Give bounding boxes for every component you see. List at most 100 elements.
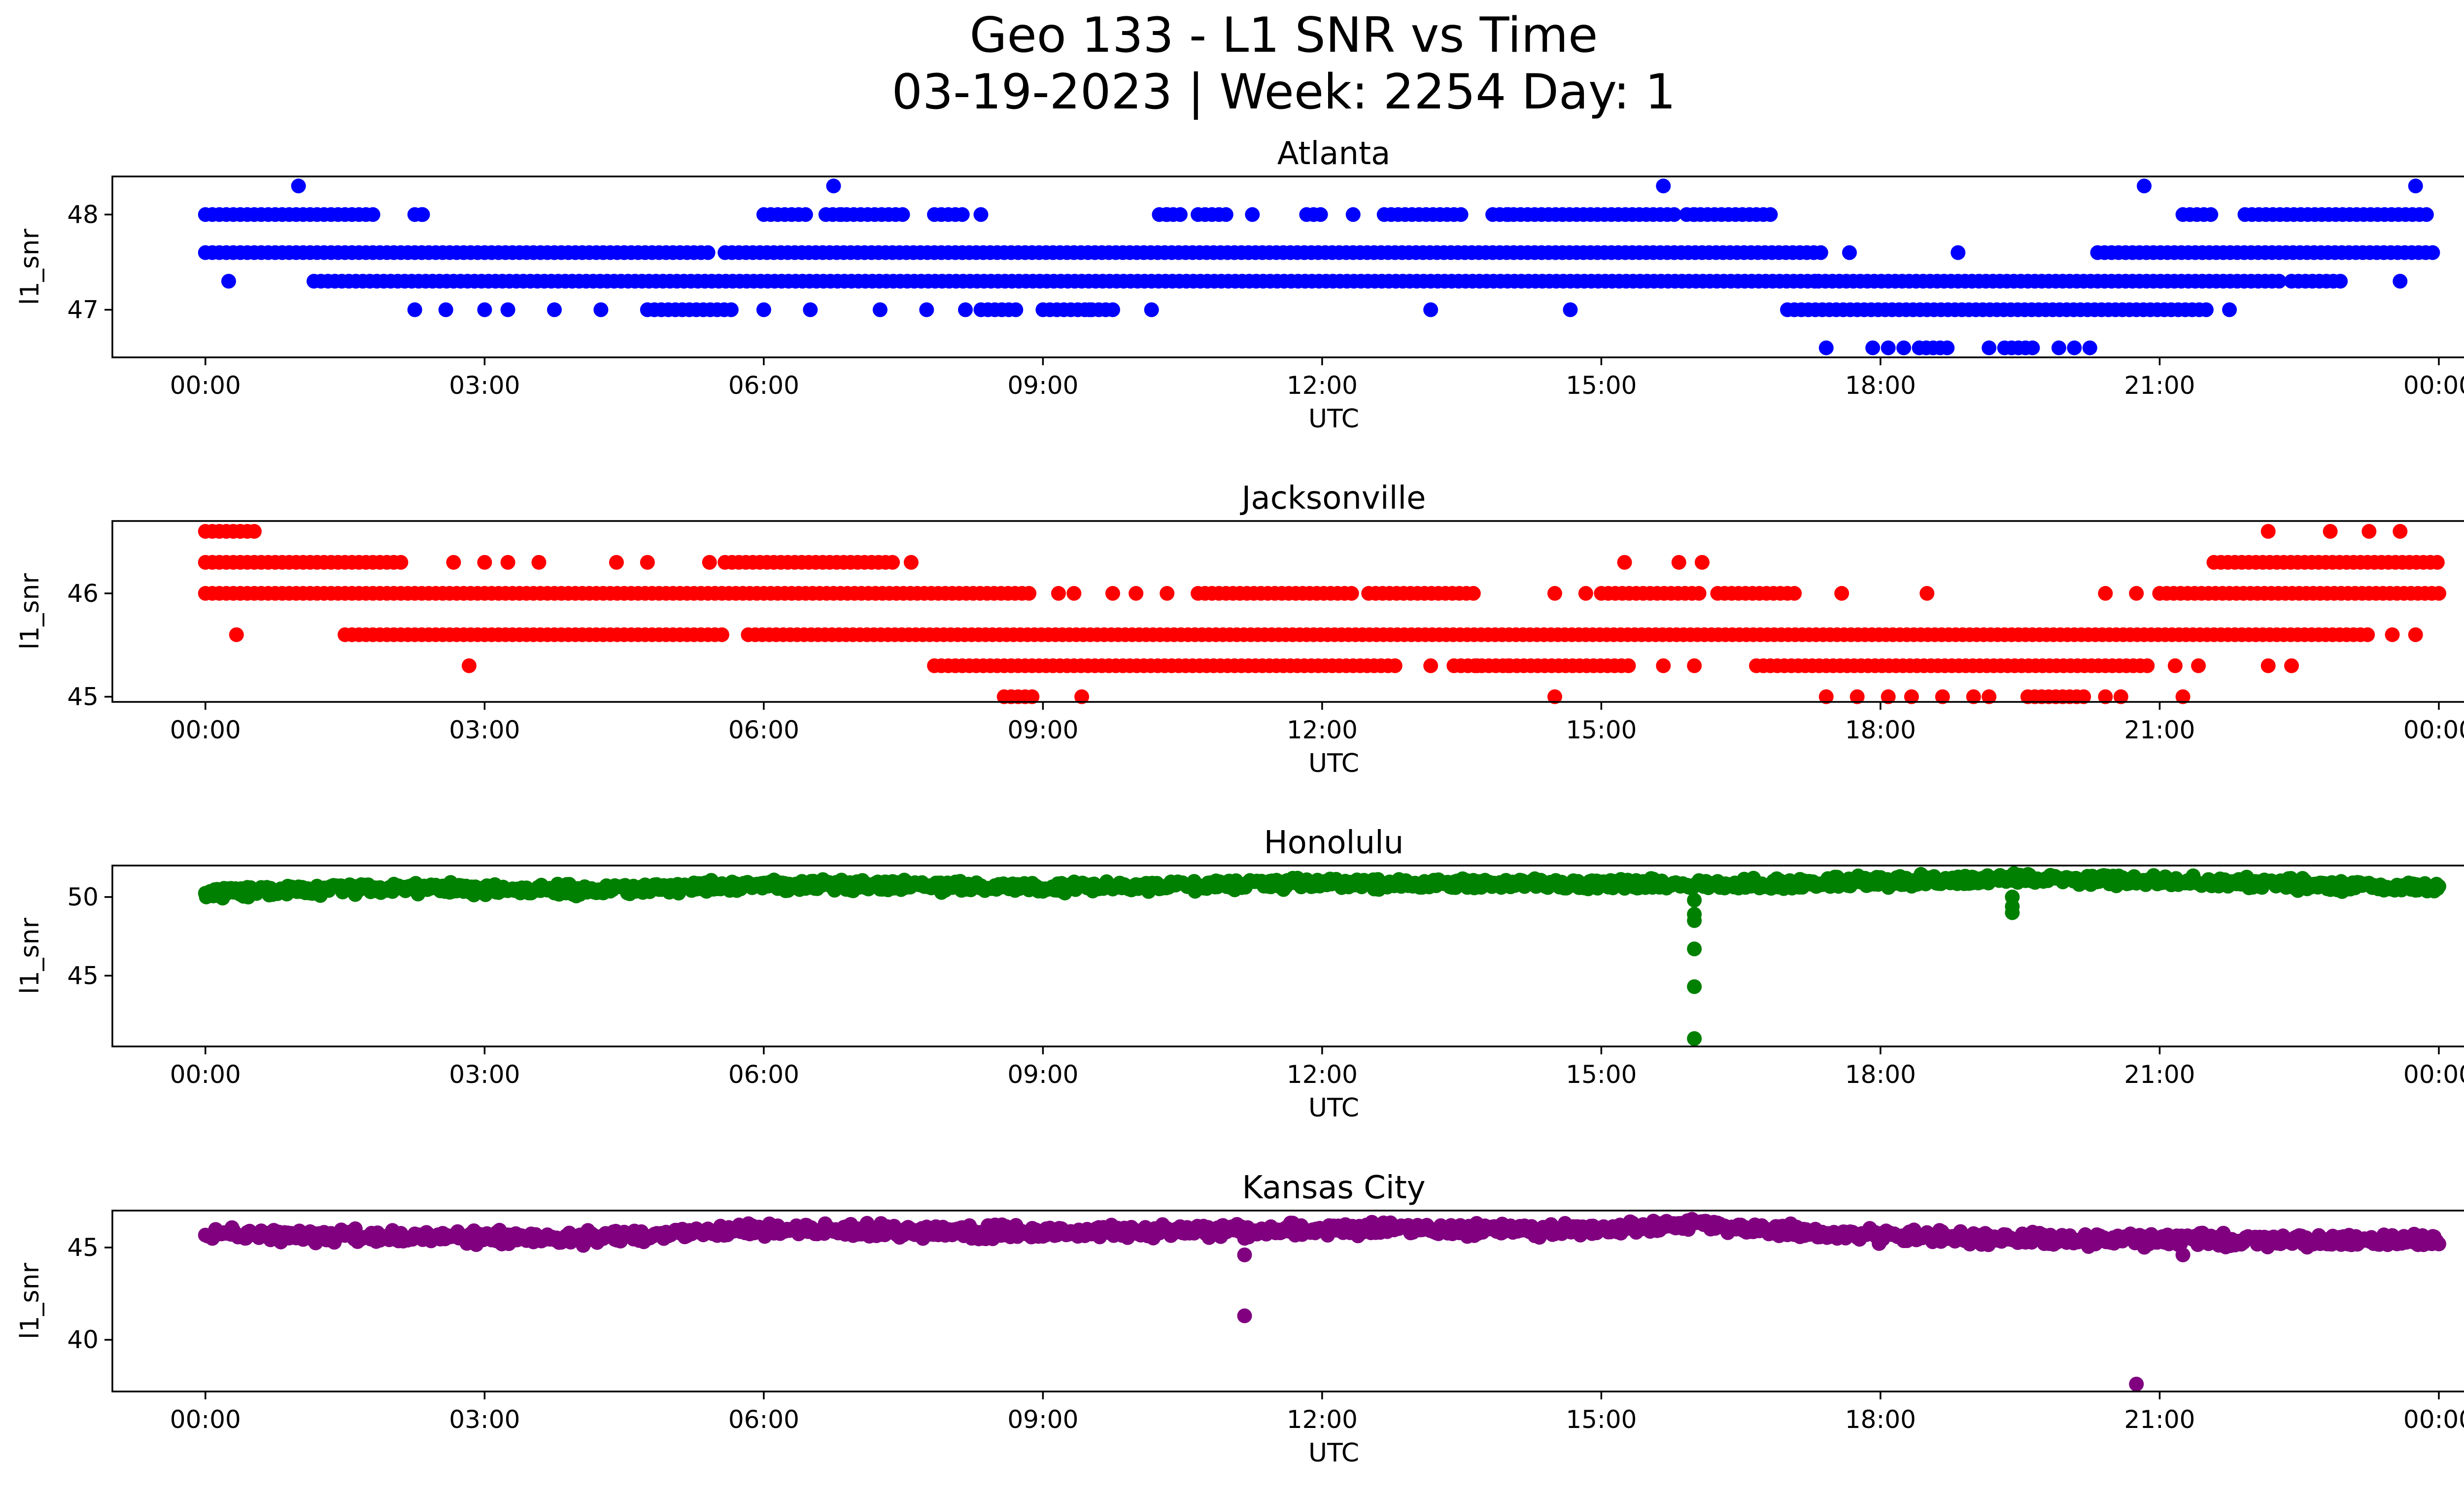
data-point bbox=[1082, 302, 1097, 317]
data-point bbox=[1547, 689, 1562, 704]
data-point bbox=[2333, 274, 2348, 289]
data-point bbox=[2260, 658, 2276, 673]
data-point bbox=[547, 302, 562, 317]
panel-title: Kansas City bbox=[1242, 1170, 1425, 1206]
data-point bbox=[1501, 658, 1516, 673]
data-point bbox=[1501, 207, 1516, 222]
data-point bbox=[2082, 340, 2097, 355]
data-point bbox=[1919, 586, 1935, 601]
data-point bbox=[2361, 524, 2377, 539]
data-point bbox=[415, 207, 430, 222]
data-point bbox=[1865, 340, 1881, 355]
data-point bbox=[1687, 941, 1702, 957]
data-point bbox=[461, 658, 477, 673]
panel-jacksonville: Jacksonville 00:00 03:00 06:00 09:00 12:00 15:… bbox=[15, 480, 2464, 778]
data-point bbox=[872, 302, 888, 317]
data-point bbox=[1687, 658, 1702, 673]
data-point bbox=[958, 302, 973, 317]
x-tick-label: 09:00 bbox=[1007, 1405, 1078, 1434]
data-point bbox=[2175, 1247, 2190, 1262]
data-point bbox=[1687, 893, 1702, 908]
y-tick-label: 45 bbox=[67, 683, 99, 711]
x-tick-label: 15:00 bbox=[1566, 371, 1637, 400]
data-point bbox=[2076, 689, 2091, 704]
data-point bbox=[1423, 658, 1438, 673]
data-point bbox=[1656, 658, 1671, 673]
data-point bbox=[2323, 524, 2338, 539]
data-point bbox=[1687, 207, 1702, 222]
panel-title: Jacksonville bbox=[1240, 480, 1426, 517]
data-point bbox=[1951, 245, 1966, 260]
x-axis-label: UTC bbox=[1308, 1093, 1359, 1123]
data-point bbox=[834, 207, 849, 222]
data-point bbox=[1160, 207, 1175, 222]
data-point bbox=[2005, 905, 2020, 920]
data-point bbox=[1687, 979, 1702, 994]
data-point bbox=[531, 555, 547, 570]
data-point bbox=[1813, 245, 1828, 260]
data-point bbox=[2113, 689, 2128, 704]
x-axis-label: UTC bbox=[1308, 1438, 1359, 1468]
panel-kansas-city: Kansas City 00:00 03:00 06:00 09:00 12:00 15:0… bbox=[15, 1170, 2464, 1468]
data-point bbox=[1621, 658, 1636, 673]
data-point bbox=[2284, 658, 2299, 673]
data-point bbox=[477, 302, 492, 317]
data-point bbox=[2419, 207, 2434, 222]
data-point bbox=[1344, 586, 1359, 601]
data-point bbox=[1237, 1247, 1252, 1262]
data-point bbox=[2408, 627, 2423, 642]
data-point bbox=[2385, 627, 2400, 642]
data-point bbox=[1834, 586, 1849, 601]
data-point bbox=[1025, 689, 1040, 704]
data-point bbox=[798, 207, 813, 222]
x-axis-label: UTC bbox=[1308, 749, 1359, 778]
data-point bbox=[1687, 913, 1702, 928]
x-tick-label: 21:00 bbox=[2124, 1405, 2195, 1434]
x-tick-label: 00:00 bbox=[170, 371, 241, 400]
data-point bbox=[723, 302, 739, 317]
y-tick-label: 50 bbox=[67, 883, 99, 911]
data-point bbox=[1245, 207, 1260, 222]
data-point bbox=[1966, 689, 1981, 704]
data-point bbox=[1617, 555, 1632, 570]
x-tick-label: 00:00 bbox=[2403, 371, 2464, 400]
data-point bbox=[2167, 658, 2183, 673]
y-tick-label: 45 bbox=[67, 961, 99, 990]
y-tick-label: 47 bbox=[67, 295, 99, 324]
data-point bbox=[2430, 555, 2445, 570]
data-point bbox=[2025, 340, 2040, 355]
panel-title: Atlanta bbox=[1277, 136, 1391, 172]
x-tick-label: 09:00 bbox=[1007, 371, 1078, 400]
plot-frame bbox=[111, 865, 2464, 1047]
data-point bbox=[1982, 689, 1997, 704]
x-tick-label: 12:00 bbox=[1287, 1060, 1358, 1089]
data-point bbox=[247, 524, 262, 539]
x-tick-label: 18:00 bbox=[1845, 1405, 1916, 1434]
x-tick-label: 06:00 bbox=[728, 1405, 799, 1434]
x-tick-label: 03:00 bbox=[449, 1060, 520, 1089]
data-point bbox=[1074, 689, 1090, 704]
plot-frame bbox=[111, 175, 2464, 358]
data-point bbox=[1313, 207, 1328, 222]
x-tick-label: 03:00 bbox=[449, 1405, 520, 1434]
data-point bbox=[2067, 340, 2082, 355]
x-tick-label: 12:00 bbox=[1287, 716, 1358, 744]
data-point bbox=[1691, 586, 1707, 601]
data-point bbox=[2431, 879, 2446, 894]
x-tick-label: 18:00 bbox=[1845, 1060, 1916, 1089]
data-point bbox=[2393, 524, 2408, 539]
data-points bbox=[198, 1212, 2446, 1391]
x-tick-label: 03:00 bbox=[449, 371, 520, 400]
data-point bbox=[2425, 245, 2440, 260]
y-axis-label: l1_snr bbox=[15, 917, 45, 994]
data-point bbox=[1763, 207, 1778, 222]
data-point bbox=[221, 274, 236, 289]
data-point bbox=[365, 207, 380, 222]
data-point bbox=[1842, 245, 1857, 260]
data-point bbox=[756, 302, 771, 317]
x-tick-label: 00:00 bbox=[170, 1060, 241, 1089]
data-point bbox=[1671, 555, 1686, 570]
data-point bbox=[2129, 1377, 2144, 1391]
x-tick-label: 00:00 bbox=[2403, 1405, 2464, 1434]
